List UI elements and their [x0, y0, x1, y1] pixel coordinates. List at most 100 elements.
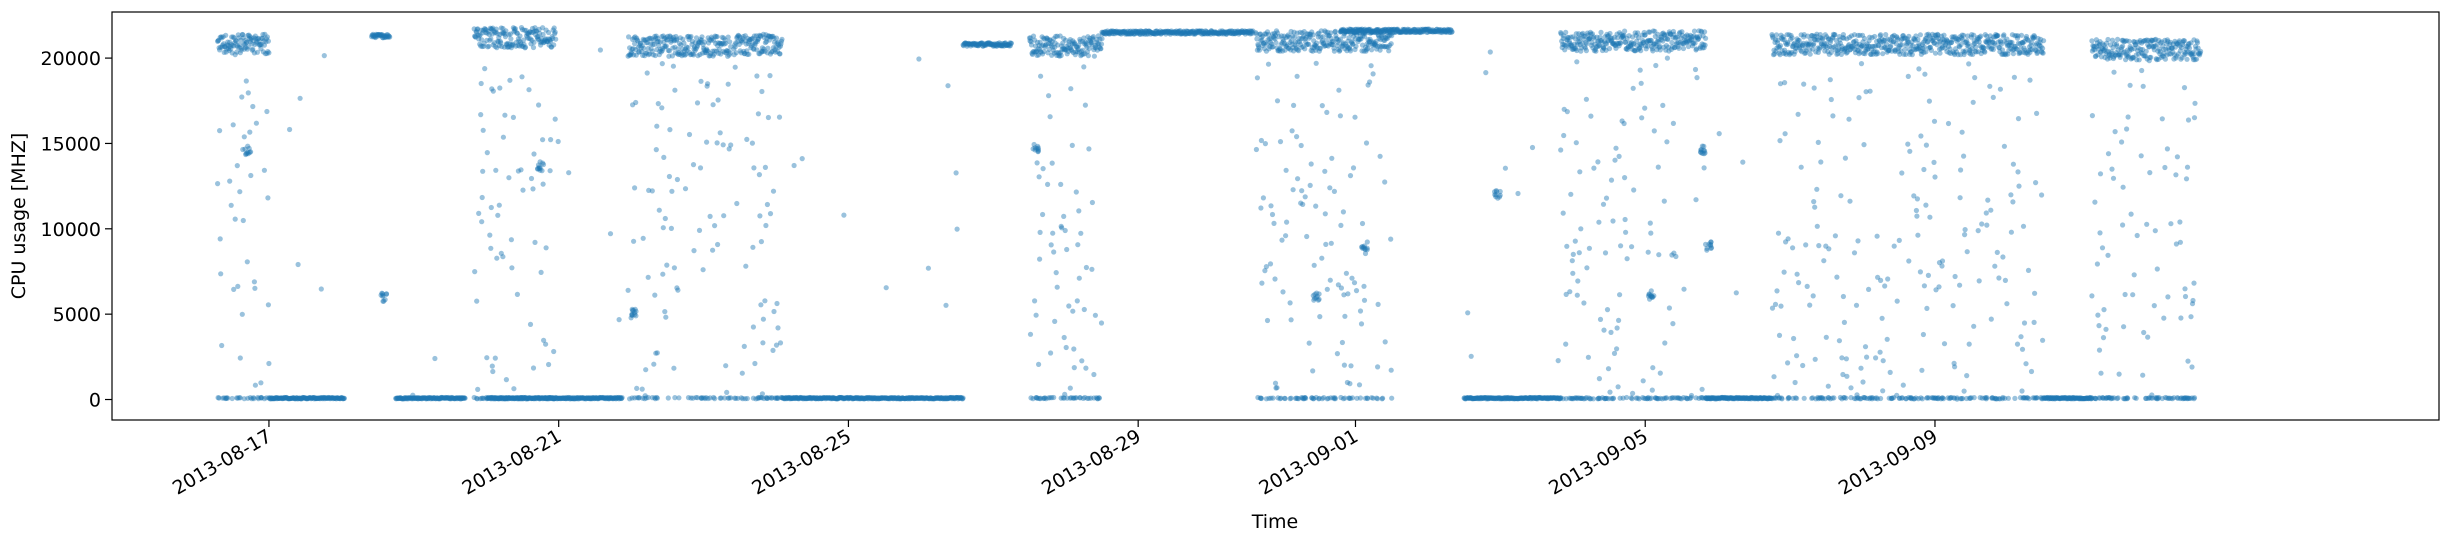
data-point: [1570, 270, 1576, 276]
data-point: [288, 395, 294, 402]
data-point: [1607, 389, 1613, 395]
data-point: [1915, 232, 1921, 238]
data-point: [1878, 277, 1884, 283]
data-point: [1054, 284, 1060, 290]
data-point: [318, 286, 324, 292]
data-point: [275, 395, 282, 401]
data-point: [1605, 366, 1612, 372]
data-point: [278, 395, 284, 401]
data-point: [485, 44, 491, 50]
data-point: [1091, 371, 1097, 378]
data-point: [1836, 338, 1842, 344]
data-point: [1515, 190, 1521, 197]
data-point: [423, 396, 429, 402]
data-point: [235, 32, 241, 38]
data-point: [410, 395, 416, 401]
data-point: [325, 395, 331, 401]
data-point: [269, 395, 276, 402]
data-point: [479, 395, 485, 401]
data-point: [297, 395, 303, 401]
data-point: [426, 395, 432, 401]
data-point: [340, 396, 346, 402]
data-point: [500, 25, 506, 32]
data-point: [1052, 318, 1058, 324]
data-point: [442, 395, 448, 401]
data-point: [1811, 199, 1817, 205]
data-point: [230, 34, 236, 40]
data-point: [451, 395, 457, 401]
data-point: [1099, 36, 1105, 42]
data-point: [382, 34, 388, 41]
data-point: [312, 395, 318, 401]
data-point: [451, 396, 457, 402]
data-point: [1614, 346, 1620, 352]
data-point: [381, 33, 387, 39]
data-point: [540, 31, 546, 38]
data-point: [664, 262, 670, 268]
data-point: [1856, 95, 1862, 101]
data-point: [1083, 365, 1089, 371]
data-point: [767, 73, 773, 79]
data-point: [240, 217, 246, 224]
data-point: [449, 395, 456, 401]
data-point: [1622, 28, 1628, 34]
data-point: [428, 396, 434, 402]
data-point: [1037, 256, 1043, 262]
data-point: [1340, 209, 1346, 215]
data-point: [1670, 120, 1676, 126]
data-point: [1994, 249, 2000, 255]
data-point: [417, 395, 423, 401]
data-point: [339, 395, 345, 401]
data-point: [1782, 80, 1788, 86]
data-point: [401, 395, 407, 401]
data-point: [744, 395, 750, 402]
data-point: [1812, 356, 1818, 362]
data-point: [1638, 48, 1644, 54]
data-point: [714, 34, 720, 40]
data-point: [654, 395, 660, 401]
data-point: [379, 32, 385, 38]
data-point: [1300, 201, 1306, 207]
data-point: [1624, 394, 1630, 401]
data-point: [2002, 277, 2008, 283]
data-point: [659, 61, 665, 67]
data-point: [1063, 344, 1069, 351]
data-point: [240, 146, 246, 153]
data-point: [251, 35, 257, 41]
data-point: [671, 265, 678, 271]
data-point: [1791, 335, 1797, 342]
data-point: [1271, 220, 1277, 226]
data-point: [480, 395, 486, 401]
data-point: [1733, 290, 1739, 296]
data-point: [1794, 353, 1800, 359]
data-point: [1858, 61, 1865, 67]
data-point: [883, 285, 889, 291]
data-point: [1701, 165, 1707, 171]
data-point: [421, 395, 427, 401]
data-point: [250, 37, 256, 44]
data-point: [2020, 223, 2027, 229]
data-point: [323, 395, 329, 401]
data-point: [221, 49, 227, 56]
data-point: [1899, 170, 1905, 176]
data-point: [1092, 312, 1098, 318]
data-point: [1279, 237, 1285, 243]
data-point: [232, 216, 238, 222]
data-point: [1885, 276, 1891, 282]
data-point: [481, 395, 487, 402]
data-point: [488, 36, 494, 42]
data-point: [1932, 50, 1939, 56]
data-point: [665, 395, 671, 401]
data-point: [526, 87, 532, 93]
data-point: [249, 47, 255, 53]
data-point: [1363, 140, 1370, 146]
data-point: [312, 394, 318, 401]
data-point: [258, 46, 264, 52]
data-point: [1069, 142, 1075, 148]
data-point: [457, 396, 463, 402]
data-point: [439, 394, 445, 401]
data-point: [1807, 51, 1813, 57]
data-point: [259, 35, 265, 41]
data-point: [1629, 244, 1635, 250]
